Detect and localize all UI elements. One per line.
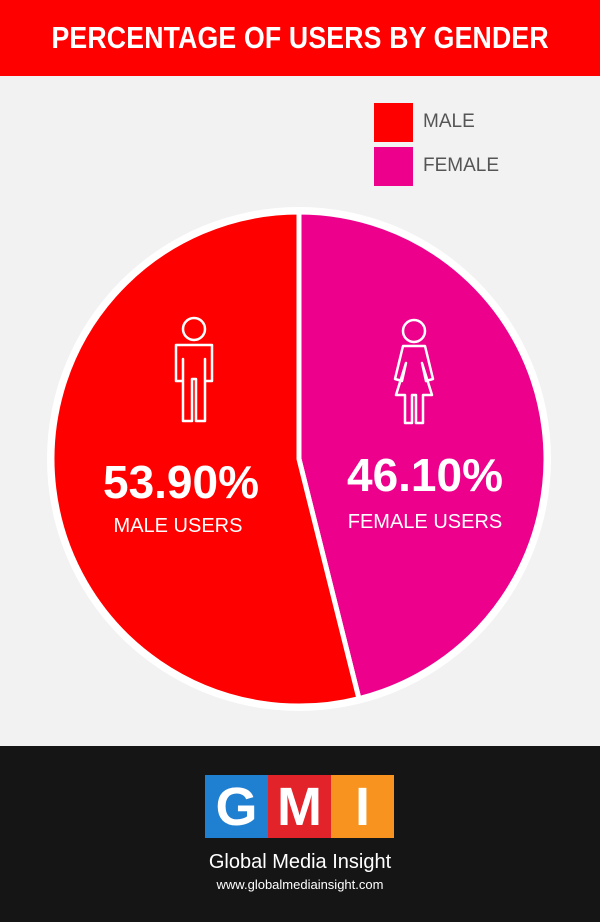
legend-label-female: FEMALE bbox=[423, 155, 500, 176]
chart-area: 53.90% MALE USERS 46.10% FEMALE USERS MALE … bbox=[0, 76, 600, 746]
male-caption-label: MALE USERS bbox=[114, 515, 243, 537]
male-percentage-label: 53.90% bbox=[103, 456, 259, 508]
legend: MALE FEMALE bbox=[374, 101, 499, 189]
pie-chart: 53.90% MALE USERS 46.10% FEMALE USERS bbox=[47, 207, 551, 711]
legend-item-female: FEMALE bbox=[374, 145, 499, 187]
legend-swatch-female bbox=[374, 146, 413, 186]
logo-letter-g: G bbox=[205, 775, 268, 838]
female-percentage-label: 46.10% bbox=[347, 449, 503, 501]
logo-letter-m: M bbox=[268, 775, 331, 838]
female-caption-label: FEMALE USERS bbox=[348, 511, 502, 533]
chart-title: PERCENTAGE OF USERS BY GENDER bbox=[51, 20, 549, 55]
legend-item-male: MALE bbox=[374, 101, 499, 143]
legend-label-male: MALE bbox=[423, 111, 475, 132]
footer: G M I Global Media Insight www.globalmed… bbox=[0, 746, 600, 922]
female-person-icon bbox=[393, 318, 435, 425]
legend-swatch-male bbox=[374, 102, 413, 142]
pie-slice-female bbox=[296, 209, 549, 702]
gmi-logo: G M I bbox=[205, 775, 394, 838]
company-url[interactable]: www.globalmediainsight.com bbox=[216, 877, 384, 892]
pie-slice-male bbox=[49, 209, 362, 709]
logo-letter-i: I bbox=[331, 775, 394, 838]
header-bar: PERCENTAGE OF USERS BY GENDER bbox=[0, 0, 600, 76]
company-name: Global Media Insight bbox=[208, 851, 392, 873]
male-person-icon bbox=[174, 316, 214, 423]
